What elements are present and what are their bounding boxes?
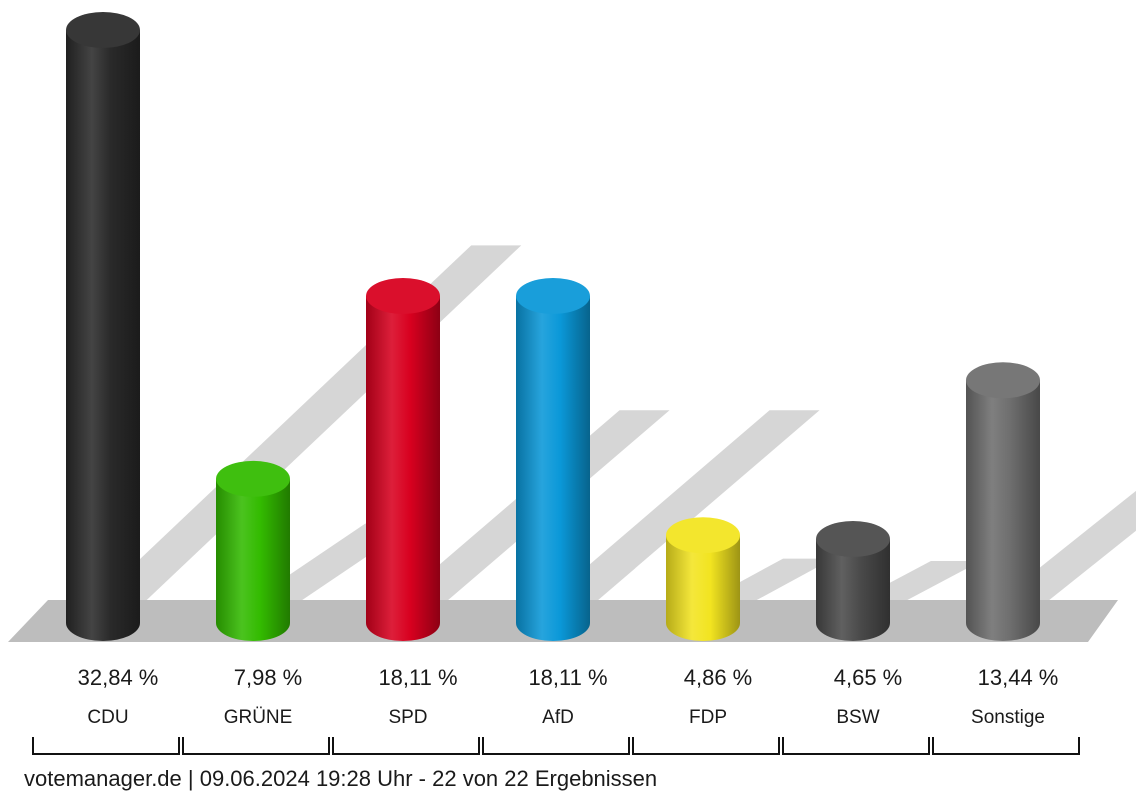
bar-top-sonstige xyxy=(966,362,1040,399)
value-label-cdu: 32,84 % xyxy=(78,665,159,690)
value-label-bsw: 4,65 % xyxy=(834,665,903,690)
bars xyxy=(66,12,1040,641)
value-label-spd: 18,11 % xyxy=(378,665,457,690)
bar-body-bsw xyxy=(816,539,890,641)
bar-top-afd xyxy=(516,277,590,314)
bar-top-bsw xyxy=(816,521,890,558)
category-label-afd: AfD xyxy=(542,707,574,728)
bar-body-gruene xyxy=(216,478,290,641)
category-bracket-spd xyxy=(332,737,480,755)
value-label-fdp: 4,86 % xyxy=(684,665,753,690)
bar-top-fdp xyxy=(666,517,740,554)
category-bracket-cdu xyxy=(32,737,180,755)
category-label-bsw: BSW xyxy=(836,707,879,728)
category-label-fdp: FDP xyxy=(689,707,727,728)
value-label-afd: 18,11 % xyxy=(528,665,607,690)
category-bracket-sonstige xyxy=(932,737,1080,755)
bar-top-gruene xyxy=(216,460,290,497)
bar-afd xyxy=(516,277,590,641)
category-label-gruene: GRÜNE xyxy=(224,707,293,728)
bar-body-afd xyxy=(516,295,590,641)
category-label-sonstige: Sonstige xyxy=(971,707,1045,728)
category-brackets xyxy=(32,737,1080,755)
category-label-cdu: CDU xyxy=(87,707,128,728)
bar-fdp xyxy=(666,517,740,641)
bar-top-cdu xyxy=(66,12,140,48)
bar-bsw xyxy=(816,521,890,641)
value-labels: 32,84 % 7,98 % 18,11 % 18,11 % 4,86 % 4,65 % 1… xyxy=(78,665,1059,690)
bar-top-spd xyxy=(366,277,440,314)
value-label-gruene: 7,98 % xyxy=(234,665,303,690)
footer-source: votemanager.de | 09.06.2024 19:28 Uhr - … xyxy=(24,766,658,791)
bar-cdu xyxy=(66,12,140,641)
category-label-spd: SPD xyxy=(388,707,427,728)
bar-spd xyxy=(366,277,440,641)
bar-body-cdu xyxy=(66,30,140,641)
bar-body-spd xyxy=(366,295,440,641)
bar-body-fdp xyxy=(666,535,740,641)
category-bracket-gruene xyxy=(182,737,330,755)
category-bracket-fdp xyxy=(632,737,780,755)
category-bracket-afd xyxy=(482,737,630,755)
bar-body-sonstige xyxy=(966,380,1040,641)
bar-sonstige xyxy=(966,362,1040,641)
category-labels: CDU GRÜNE SPD AfD FDP BSW Sonstige xyxy=(87,707,1045,728)
category-bracket-bsw xyxy=(782,737,930,755)
bar-shadow-afd xyxy=(533,410,820,613)
value-label-sonstige: 13,44 % xyxy=(978,665,1059,690)
bar-gruene xyxy=(216,460,290,641)
